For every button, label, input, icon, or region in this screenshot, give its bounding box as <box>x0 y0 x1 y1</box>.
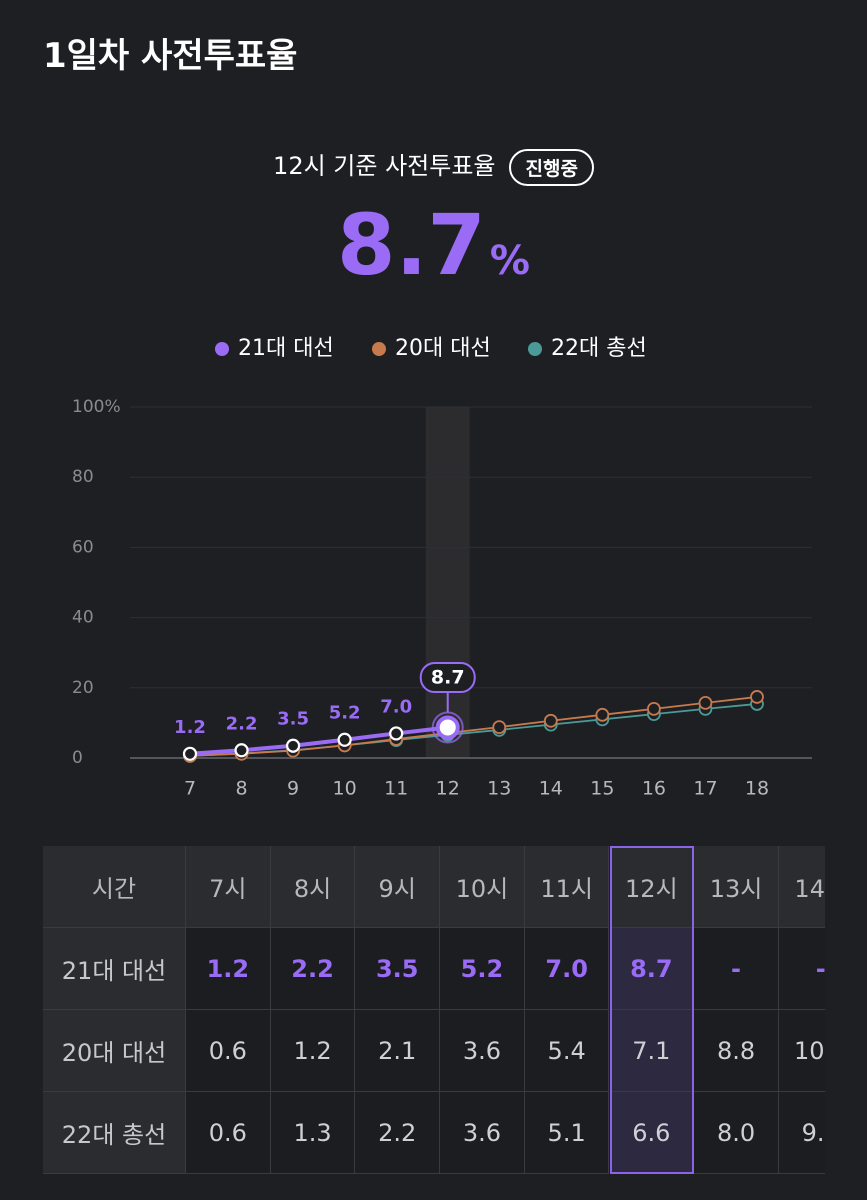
table-cell: 10.6 <box>778 1010 825 1092</box>
y-tick-label: 60 <box>72 537 94 557</box>
table-cell: 2.2 <box>270 928 356 1010</box>
table-cell: 5.1 <box>524 1092 610 1174</box>
data-point <box>595 707 610 722</box>
table-cell: - <box>778 928 825 1010</box>
data-label: 5.2 <box>329 703 361 724</box>
table-cell: 5.2 <box>440 928 525 1010</box>
table-cell: 3.5 <box>355 928 441 1010</box>
data-point <box>647 701 661 716</box>
table: 시간7시8시9시10시11시12시13시14시21대 대선1.22.23.55.… <box>43 846 825 1174</box>
x-tick-label: 10 <box>333 778 357 800</box>
table-cell: 1.2 <box>186 928 271 1010</box>
headline-unit: % <box>489 238 530 284</box>
legend-label: 21대 대선 <box>238 336 334 361</box>
data-label: 2.2 <box>226 713 258 734</box>
data-point <box>234 743 249 758</box>
x-tick-label: 18 <box>745 778 769 800</box>
legend-dot <box>528 342 542 356</box>
table-cell: 7.0 <box>524 928 610 1010</box>
x-tick-label: 12 <box>436 778 460 800</box>
table-cell: 5.4 <box>524 1010 610 1092</box>
column-header: 9시 <box>355 846 441 928</box>
headline: 8.7% <box>0 196 867 294</box>
table-cell: 2.1 <box>355 1010 441 1092</box>
legend-dot <box>215 342 229 356</box>
x-tick-label: 7 <box>184 778 196 800</box>
data-point <box>182 746 198 761</box>
data-point <box>492 720 507 735</box>
x-tick-label: 8 <box>235 778 247 800</box>
y-tick-label: 0 <box>72 748 83 768</box>
data-point <box>285 738 301 753</box>
column-header: 12시 <box>609 846 695 928</box>
table-cell: 6.6 <box>609 1092 695 1174</box>
data-point <box>750 690 764 704</box>
table-cell: 0.6 <box>186 1010 271 1092</box>
row-header: 20대 대선 <box>43 1010 186 1092</box>
data-label: 8.7 <box>431 667 465 689</box>
column-header: 13시 <box>694 846 779 928</box>
column-header: 시간 <box>43 846 186 928</box>
status-badge: 진행중 <box>509 148 594 186</box>
headline-value: 8.7 <box>337 196 486 294</box>
table-cell: 3.6 <box>440 1092 525 1174</box>
y-tick-label: 20 <box>72 678 94 698</box>
table-cell: 2.2 <box>355 1092 441 1174</box>
x-tick-label: 13 <box>487 778 511 800</box>
table-cell: 7.1 <box>609 1010 695 1092</box>
table-cell: 3.6 <box>440 1010 525 1092</box>
column-header: 14시 <box>778 846 825 928</box>
row-header: 22대 총선 <box>43 1092 186 1174</box>
series-line <box>189 725 448 756</box>
column-header: 10시 <box>440 846 525 928</box>
x-tick-label: 14 <box>539 778 563 800</box>
column-header: 8시 <box>270 846 356 928</box>
x-tick-label: 16 <box>642 778 666 800</box>
table-cell: 8.7 <box>609 928 695 1010</box>
x-tick-label: 17 <box>693 778 717 800</box>
callout-box <box>419 662 476 693</box>
series-line <box>189 696 758 757</box>
table-cell: - <box>694 928 779 1010</box>
y-tick-label: 80 <box>72 467 94 487</box>
table-cell: 1.3 <box>270 1092 356 1174</box>
legend-dot <box>372 342 386 356</box>
row-header: 21대 대선 <box>43 928 186 1010</box>
y-tick-label: 100% <box>72 397 121 417</box>
summary: 12시 기준 사전투표율 진행중 <box>0 146 867 186</box>
legend-label: 22대 총선 <box>551 336 647 361</box>
table-cell: 9.5 <box>778 1092 825 1174</box>
data-label: 7.0 <box>380 696 412 717</box>
table-cell: 8.0 <box>694 1092 779 1174</box>
legend-label: 20대 대선 <box>395 336 491 361</box>
y-tick-label: 40 <box>72 608 94 628</box>
table-cell: 1.2 <box>270 1010 356 1092</box>
caption: 12시 기준 사전투표율 <box>273 152 496 180</box>
page-title: 1일차 사전투표율 <box>43 36 298 76</box>
data-label: 1.2 <box>174 717 206 738</box>
x-tick-label: 11 <box>384 778 408 800</box>
chart: 0 20 40 60 80 100% 7 8 9 10 11 12 13 14 15 16 17 18 21대 대선… <box>72 336 812 800</box>
column-header: 11시 <box>524 846 610 928</box>
data-label: 3.5 <box>277 709 309 730</box>
data-point <box>435 715 460 740</box>
data-point <box>543 713 558 728</box>
table-cell: 8.8 <box>694 1010 779 1092</box>
x-tick-label: 15 <box>590 778 614 800</box>
x-tick-label: 9 <box>287 778 299 800</box>
column-header: 7시 <box>186 846 271 928</box>
data-point <box>337 732 352 747</box>
table-cell: 0.6 <box>186 1092 271 1174</box>
data-point <box>698 695 713 710</box>
data-point <box>389 726 404 741</box>
